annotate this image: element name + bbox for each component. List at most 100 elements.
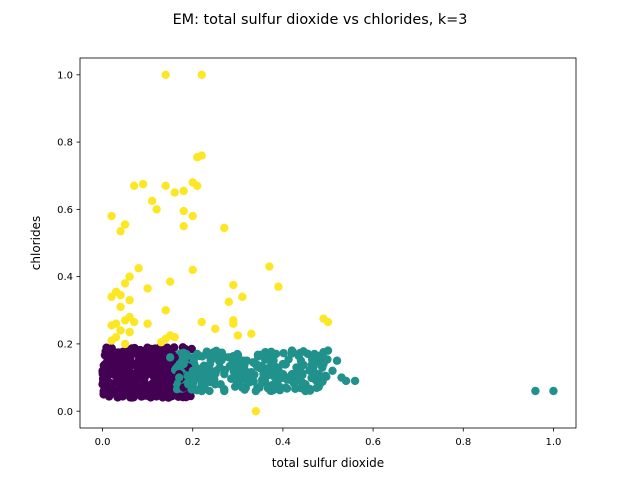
- scatter-point: [531, 386, 540, 396]
- scatter-point: [120, 316, 130, 325]
- scatter-point: [179, 359, 188, 369]
- scatter-point: [120, 220, 130, 229]
- x-tick-label: 1.0: [546, 437, 562, 448]
- scatter-point: [188, 211, 197, 221]
- scatter-point: [107, 292, 116, 302]
- scatter-point: [301, 380, 310, 389]
- scatter-point: [136, 348, 146, 357]
- scatter-point: [197, 70, 206, 80]
- scatter-point: [282, 384, 292, 393]
- scatter-point: [315, 379, 324, 389]
- scatter-point: [134, 356, 143, 365]
- scatter-point: [116, 390, 125, 399]
- scatter-point: [292, 363, 301, 372]
- scatter-point: [143, 284, 152, 293]
- scatter-point: [206, 356, 215, 365]
- scatter-point: [206, 366, 215, 376]
- x-tick-label: 0.0: [95, 437, 111, 448]
- scatter-point: [188, 366, 197, 376]
- scatter-point: [278, 359, 288, 369]
- scatter-point: [323, 346, 333, 355]
- scatter-point: [229, 373, 238, 382]
- scatter-point: [125, 327, 134, 337]
- scatter-point: [224, 297, 233, 307]
- x-tick-label: 0.8: [455, 437, 471, 448]
- scatter-point: [287, 346, 297, 355]
- scatter-point: [161, 359, 170, 369]
- scatter-point: [143, 319, 152, 328]
- scatter-point: [197, 386, 206, 396]
- scatter-point: [107, 346, 116, 355]
- scatter-point: [120, 369, 130, 379]
- scatter-point: [111, 359, 121, 369]
- x-tick-label: 0.6: [365, 437, 381, 448]
- scatter-point: [265, 262, 274, 271]
- scatter-point: [152, 373, 161, 382]
- scatter-point: [328, 366, 337, 376]
- scatter-point: [238, 383, 247, 392]
- scatter-point: [274, 282, 283, 291]
- scatter-point: [350, 376, 360, 386]
- scatter-point: [116, 326, 125, 335]
- scatter-point: [251, 386, 261, 396]
- scatter-point: [229, 280, 238, 290]
- y-tick-label: 0.4: [57, 272, 73, 283]
- scatter-point: [251, 406, 261, 416]
- scatter-point: [216, 355, 225, 364]
- y-tick-label: 0.0: [57, 407, 73, 418]
- scatter-point: [134, 264, 143, 273]
- scatter-point: [147, 346, 157, 355]
- scatter-point: [116, 302, 125, 312]
- scatter-point: [98, 380, 107, 389]
- scatter-point: [299, 347, 308, 356]
- scatter-point: [143, 366, 152, 376]
- scatter-point: [107, 321, 116, 330]
- scatter-point: [156, 386, 166, 396]
- scatter-point: [158, 348, 168, 357]
- scatter-point: [217, 348, 227, 357]
- scatter-point: [125, 272, 134, 281]
- scatter-point: [138, 383, 148, 392]
- x-tick-label: 0.2: [185, 437, 201, 448]
- scatter-point: [197, 376, 206, 386]
- scatter-point: [323, 317, 333, 327]
- scatter-point: [238, 356, 247, 365]
- y-tick-label: 0.2: [57, 340, 73, 351]
- scatter-point: [233, 331, 243, 340]
- scatter-point: [179, 186, 188, 196]
- scatter-point: [147, 196, 157, 206]
- scatter-point: [149, 357, 158, 366]
- scatter-point: [170, 332, 179, 342]
- scatter-point: [253, 350, 263, 360]
- scatter-point: [269, 366, 279, 376]
- scatter-point: [116, 290, 125, 300]
- scatter-point: [111, 371, 120, 381]
- scatter-point: [215, 363, 224, 372]
- scatter-point: [220, 386, 229, 396]
- scatter-point: [211, 380, 220, 389]
- scatter-point: [319, 359, 328, 369]
- scatter-point: [125, 295, 134, 305]
- scatter-point: [188, 265, 197, 275]
- scatter-point: [230, 382, 240, 391]
- scatter-point: [147, 379, 157, 389]
- x-tick-label: 0.4: [275, 437, 291, 448]
- scatter-point: [165, 353, 175, 362]
- scatter-point: [120, 279, 130, 288]
- scatter-point: [549, 386, 558, 396]
- scatter-point: [129, 376, 139, 386]
- scatter-point: [193, 349, 202, 359]
- scatter-point: [175, 373, 184, 382]
- scatter-point: [211, 324, 220, 333]
- scatter-point: [220, 223, 229, 233]
- scatter-point: [248, 358, 258, 367]
- scatter-point: [140, 391, 150, 400]
- scatter-point: [305, 366, 315, 376]
- scatter-point: [289, 379, 299, 388]
- scatter-point: [116, 227, 125, 236]
- scatter-point: [98, 366, 107, 376]
- scatter-point: [172, 379, 182, 389]
- scatter-point: [205, 386, 214, 396]
- scatter-point: [261, 370, 270, 379]
